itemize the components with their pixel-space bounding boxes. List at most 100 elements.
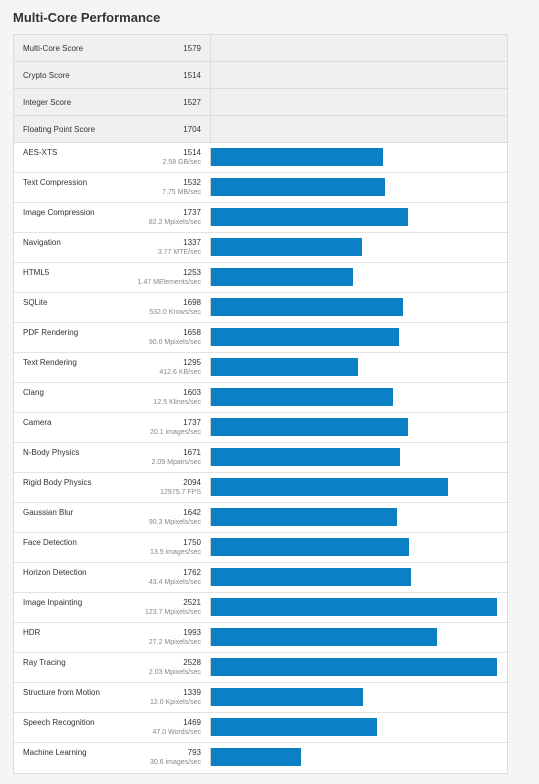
results-table: Multi-Core Score 1579 Crypto Score 1514 Inte… [13, 34, 508, 774]
benchmark-bar-area [210, 388, 500, 406]
benchmark-bar-area [210, 418, 500, 436]
benchmark-bar-area [210, 568, 500, 586]
benchmark-bar [211, 598, 497, 616]
benchmark-row: Structure from Motion 1339 12.0 Kpixels/se… [14, 683, 507, 713]
benchmark-row: PDF Rendering 1658 90.0 Mpixels/sec [14, 323, 507, 353]
benchmark-score: 1337 [183, 238, 201, 247]
benchmark-bar [211, 658, 497, 676]
benchmark-row: SQLite 1698 532.0 Krows/sec [14, 293, 507, 323]
summary-bar-area [210, 62, 211, 89]
benchmark-bar-area [210, 358, 500, 376]
benchmark-bar-area [210, 208, 500, 226]
benchmark-row: HTML5 1253 1.47 MElements/sec [14, 263, 507, 293]
benchmark-label: Text Rendering [23, 358, 77, 367]
summary-bar-area [210, 116, 211, 143]
benchmark-bar-area [210, 268, 500, 286]
benchmark-rate: 20.1 images/sec [150, 429, 201, 436]
benchmark-bar-area [210, 328, 500, 346]
benchmark-bar-area [210, 718, 500, 736]
summary-row: Multi-Core Score 1579 [14, 35, 507, 62]
benchmark-bar [211, 208, 408, 226]
benchmark-score: 1295 [183, 358, 201, 367]
benchmark-score: 2528 [183, 658, 201, 667]
benchmark-rate: 43.4 Mpixels/sec [148, 579, 201, 586]
benchmark-rate: 90.0 Mpixels/sec [148, 339, 201, 346]
benchmark-bar [211, 628, 437, 646]
benchmark-rate: 1.47 MElements/sec [137, 279, 201, 286]
benchmark-rate: 12.5 Klines/sec [153, 399, 201, 406]
benchmark-score: 1514 [183, 148, 201, 157]
benchmark-bar-area [210, 148, 500, 166]
benchmark-label: HDR [23, 628, 41, 637]
benchmark-score: 793 [187, 748, 201, 757]
summary-label: Multi-Core Score [23, 44, 84, 53]
benchmark-bar [211, 298, 403, 316]
benchmark-row: Rigid Body Physics 2094 12975.7 FPS [14, 473, 507, 503]
benchmark-rate: 47.0 Words/sec [152, 729, 201, 736]
benchmark-score: 1642 [183, 508, 201, 517]
benchmark-bar-area [210, 688, 500, 706]
benchmark-label: AES-XTS [23, 148, 58, 157]
benchmark-rate: 123.7 Mpixels/sec [144, 609, 201, 616]
benchmark-label: Navigation [23, 238, 61, 247]
benchmark-bar [211, 358, 358, 376]
summary-label: Integer Score [23, 98, 72, 107]
benchmark-row: Gaussian Blur 1642 90.3 Mpixels/sec [14, 503, 507, 533]
benchmark-label: Ray Tracing [23, 658, 66, 667]
benchmark-label: Gaussian Blur [23, 508, 74, 517]
benchmark-row: N-Body Physics 1671 2.09 Mpairs/sec [14, 443, 507, 473]
benchmark-score: 1532 [183, 178, 201, 187]
benchmark-score: 1603 [183, 388, 201, 397]
benchmark-bar-area [210, 478, 500, 496]
benchmark-rate: 3.77 MTE/sec [157, 249, 201, 256]
benchmark-row: Text Rendering 1295 412.6 KB/sec [14, 353, 507, 383]
benchmark-label: Machine Learning [23, 748, 87, 757]
benchmark-score: 2521 [183, 598, 201, 607]
benchmark-bar [211, 718, 377, 736]
benchmark-label: Face Detection [23, 538, 77, 547]
benchmark-bar [211, 418, 408, 436]
page-title: Multi-Core Performance [13, 10, 161, 25]
benchmark-rate: 12.0 Kpixels/sec [150, 699, 201, 706]
benchmark-bar [211, 748, 301, 766]
summary-value: 1514 [183, 71, 201, 80]
benchmark-bar-area [210, 448, 500, 466]
benchmark-row: Speech Recognition 1469 47.0 Words/sec [14, 713, 507, 743]
summary-value: 1579 [183, 44, 201, 53]
benchmark-label: Image Inpainting [23, 598, 83, 607]
benchmark-rate: 82.2 Mpixels/sec [148, 219, 201, 226]
summary-section: Multi-Core Score 1579 Crypto Score 1514 Inte… [14, 35, 507, 143]
benchmark-rate: 2.58 GB/sec [162, 159, 201, 166]
benchmark-bar [211, 448, 400, 466]
benchmark-bar [211, 238, 362, 256]
benchmark-rate: 412.6 KB/sec [159, 369, 201, 376]
benchmark-score: 1737 [183, 208, 201, 217]
benchmark-row: Camera 1737 20.1 images/sec [14, 413, 507, 443]
benchmark-bar-area [210, 628, 500, 646]
benchmark-label: Structure from Motion [23, 688, 100, 697]
benchmark-bar [211, 328, 399, 346]
summary-label: Floating Point Score [23, 125, 96, 134]
benchmark-label: Horizon Detection [23, 568, 87, 577]
benchmark-row: AES-XTS 1514 2.58 GB/sec [14, 143, 507, 173]
summary-value: 1704 [183, 125, 201, 134]
benchmark-rate: 7.75 MB/sec [162, 189, 201, 196]
benchmark-bar [211, 538, 409, 556]
benchmark-rate: 2.03 Mpixels/sec [148, 669, 201, 676]
benchmark-score: 1339 [183, 688, 201, 697]
benchmark-row: Face Detection 1750 13.5 images/sec [14, 533, 507, 563]
benchmark-label: SQLite [23, 298, 48, 307]
benchmark-label: Speech Recognition [23, 718, 95, 727]
benchmark-bar [211, 388, 393, 406]
benchmark-label: PDF Rendering [23, 328, 79, 337]
benchmark-bar [211, 178, 385, 196]
summary-value: 1527 [183, 98, 201, 107]
benchmark-bar-area [210, 658, 500, 676]
benchmark-rate: 532.0 Krows/sec [149, 309, 201, 316]
benchmark-rate: 27.2 Mpixels/sec [148, 639, 201, 646]
benchmark-bar-area [210, 238, 500, 256]
benchmark-rate: 12975.7 FPS [160, 489, 201, 496]
summary-row: Crypto Score 1514 [14, 62, 507, 89]
benchmark-bar-area [210, 598, 500, 616]
benchmark-section: AES-XTS 1514 2.58 GB/sec Text Compression 15… [14, 143, 507, 773]
